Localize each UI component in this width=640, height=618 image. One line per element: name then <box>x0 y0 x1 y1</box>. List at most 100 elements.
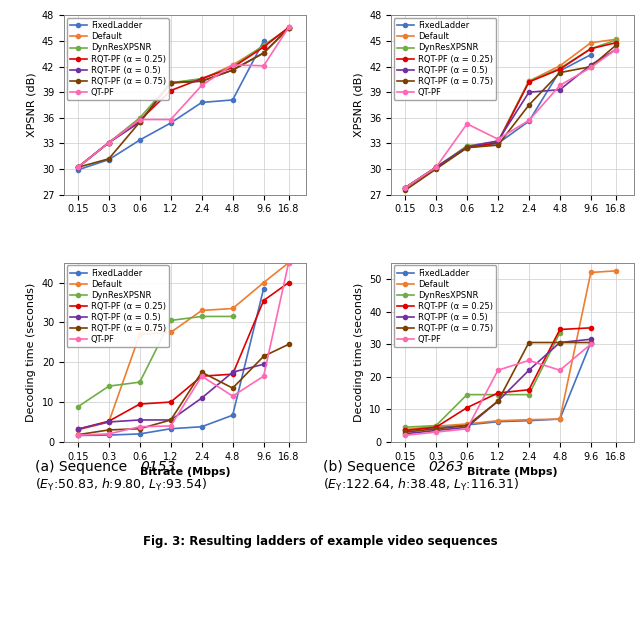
DynResXPSNR <box>198 75 205 82</box>
Default <box>285 25 292 32</box>
DynResXPSNR <box>432 422 440 430</box>
FixedLadder <box>401 184 409 192</box>
DynResXPSNR <box>494 138 502 145</box>
RQT-PF (α = 0.75) <box>432 425 440 433</box>
RQT-PF (α = 0.5) <box>463 423 471 431</box>
Legend: FixedLadder, Default, DynResXPSNR, RQT-PF (α = 0.25), RQT-PF (α = 0.5), RQT-PF (: FixedLadder, Default, DynResXPSNR, RQT-P… <box>67 18 169 100</box>
FixedLadder <box>587 51 595 59</box>
RQT-PF (α = 0.75) <box>136 425 143 433</box>
RQT-PF (α = 0.75) <box>432 165 440 172</box>
QT-PF <box>74 164 82 171</box>
RQT-PF (α = 0.25) <box>285 23 292 31</box>
Default <box>556 62 564 69</box>
DynResXPSNR <box>167 317 175 324</box>
Default <box>229 305 237 312</box>
DynResXPSNR <box>401 423 409 431</box>
RQT-PF (α = 0.25) <box>494 139 502 146</box>
Line: RQT-PF (α = 0.75): RQT-PF (α = 0.75) <box>76 342 291 437</box>
RQT-PF (α = 0.5) <box>556 86 564 93</box>
FixedLadder <box>229 412 237 419</box>
RQT-PF (α = 0.75) <box>556 69 564 76</box>
RQT-PF (α = 0.25) <box>260 297 268 304</box>
RQT-PF (α = 0.75) <box>167 417 175 424</box>
RQT-PF (α = 0.25) <box>556 326 564 333</box>
FixedLadder <box>260 37 268 44</box>
RQT-PF (α = 0.5) <box>229 66 237 74</box>
RQT-PF (α = 0.25) <box>463 404 471 412</box>
Line: RQT-PF (α = 0.25): RQT-PF (α = 0.25) <box>403 326 593 433</box>
RQT-PF (α = 0.5) <box>612 46 620 53</box>
Default <box>401 184 409 192</box>
Default <box>136 119 143 126</box>
Line: FixedLadder: FixedLadder <box>76 39 266 172</box>
Default <box>198 76 205 83</box>
RQT-PF (α = 0.75) <box>556 339 564 346</box>
FixedLadder <box>432 423 440 431</box>
Line: RQT-PF (α = 0.25): RQT-PF (α = 0.25) <box>76 25 291 169</box>
FixedLadder <box>105 156 113 163</box>
QT-PF <box>105 430 113 438</box>
RQT-PF (α = 0.25) <box>432 423 440 431</box>
RQT-PF (α = 0.25) <box>136 117 143 124</box>
X-axis label: Bitrate (Mbps): Bitrate (Mbps) <box>467 467 557 477</box>
RQT-PF (α = 0.75) <box>494 142 502 149</box>
Default <box>432 164 440 171</box>
FixedLadder <box>198 423 205 431</box>
QT-PF <box>260 62 268 69</box>
QT-PF <box>167 422 175 430</box>
RQT-PF (α = 0.5) <box>260 360 268 368</box>
FixedLadder <box>525 417 532 425</box>
RQT-PF (α = 0.75) <box>463 422 471 430</box>
RQT-PF (α = 0.5) <box>136 119 143 126</box>
RQT-PF (α = 0.75) <box>587 63 595 70</box>
DynResXPSNR <box>105 139 113 146</box>
RQT-PF (α = 0.5) <box>463 143 471 151</box>
RQT-PF (α = 0.5) <box>432 164 440 171</box>
RQT-PF (α = 0.25) <box>401 184 409 192</box>
RQT-PF (α = 0.75) <box>105 155 113 163</box>
FixedLadder <box>556 415 564 423</box>
QT-PF <box>463 425 471 433</box>
QT-PF <box>136 423 143 431</box>
RQT-PF (α = 0.5) <box>525 366 532 374</box>
DynResXPSNR <box>463 391 471 399</box>
DynResXPSNR <box>285 25 292 32</box>
QT-PF <box>401 184 409 192</box>
QT-PF <box>525 117 532 124</box>
RQT-PF (α = 0.5) <box>525 88 532 96</box>
FixedLadder <box>587 339 595 346</box>
RQT-PF (α = 0.5) <box>198 77 205 85</box>
RQT-PF (α = 0.5) <box>105 418 113 426</box>
QT-PF <box>260 373 268 380</box>
RQT-PF (α = 0.25) <box>587 324 595 332</box>
Y-axis label: XPSNR (dB): XPSNR (dB) <box>353 73 364 137</box>
Default <box>612 36 620 43</box>
RQT-PF (α = 0.75) <box>587 339 595 346</box>
Default <box>136 331 143 338</box>
RQT-PF (α = 0.75) <box>260 49 268 57</box>
Default <box>494 138 502 145</box>
Line: RQT-PF (α = 0.5): RQT-PF (α = 0.5) <box>403 337 593 436</box>
FixedLadder <box>494 140 502 147</box>
DynResXPSNR <box>229 63 237 70</box>
QT-PF <box>136 116 143 123</box>
RQT-PF (α = 0.75) <box>229 66 237 74</box>
DynResXPSNR <box>105 383 113 390</box>
Line: RQT-PF (α = 0.25): RQT-PF (α = 0.25) <box>76 281 291 431</box>
Text: (b) Sequence: (b) Sequence <box>323 460 420 475</box>
Line: DynResXPSNR: DynResXPSNR <box>403 331 562 430</box>
FixedLadder <box>494 418 502 425</box>
QT-PF <box>494 135 502 143</box>
DynResXPSNR <box>525 391 532 399</box>
Default <box>525 77 532 85</box>
Line: RQT-PF (α = 0.25): RQT-PF (α = 0.25) <box>403 41 618 190</box>
Default <box>587 39 595 46</box>
RQT-PF (α = 0.75) <box>229 384 237 392</box>
FixedLadder <box>556 67 564 75</box>
RQT-PF (α = 0.25) <box>74 425 82 433</box>
QT-PF <box>285 259 292 266</box>
RQT-PF (α = 0.25) <box>167 399 175 406</box>
RQT-PF (α = 0.25) <box>285 279 292 286</box>
Line: QT-PF: QT-PF <box>403 48 618 190</box>
DynResXPSNR <box>74 164 82 171</box>
